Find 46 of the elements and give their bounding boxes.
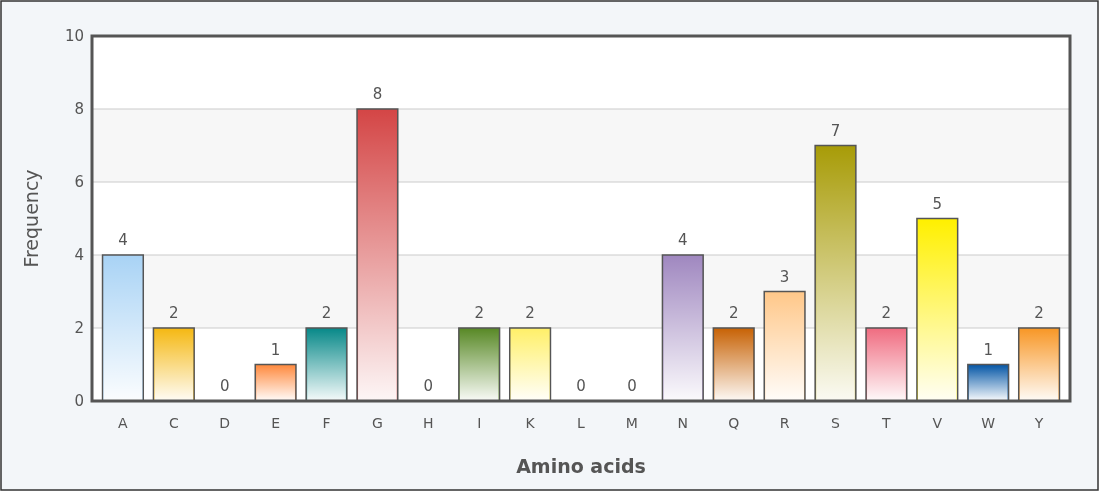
x-tick-label: I [477,415,482,431]
y-tick-label: 4 [74,246,84,265]
data-label: 2 [321,304,332,322]
data-label: 2 [525,304,535,322]
x-tick-label: V [932,415,943,431]
data-label: 0 [627,377,637,395]
x-tick-label: W [981,415,996,431]
data-label: 8 [372,85,383,103]
y-tick-label: 0 [74,392,84,411]
x-tick-label: N [677,415,689,431]
data-label: 2 [474,304,484,322]
x-tick-label: G [371,415,383,431]
x-tick-label: S [831,415,841,431]
y-tick-label: 10 [64,27,84,46]
data-label: 0 [576,377,586,395]
x-tick-label: K [525,415,536,431]
data-label: 0 [423,377,434,395]
x-tick-label: R [779,415,790,431]
data-label: 2 [881,304,892,322]
data-label: 3 [779,267,790,286]
x-tick-label: D [219,415,231,431]
data-label: 5 [932,194,943,213]
x-tick-label: F [322,415,331,431]
y-tick-label: 8 [74,100,84,119]
data-label: 7 [830,121,841,140]
data-label: 2 [1034,304,1044,322]
y-tick-label: 6 [74,173,84,192]
x-tick-label: A [118,415,129,431]
x-tick-label: L [577,415,586,431]
data-label: 4 [678,231,688,249]
x-tick-label: Y [1033,415,1044,431]
x-tick-label: H [423,415,434,431]
x-tick-label: T [881,415,892,431]
y-axis-title: Frequency [20,169,42,268]
x-tick-label: E [271,415,281,431]
data-label: 1 [270,340,281,359]
data-label: 4 [118,231,128,249]
data-label: 2 [169,304,179,322]
x-tick-label: Q [728,415,740,431]
data-label: 2 [728,304,739,322]
x-tick-label: M [625,415,638,431]
data-label: 1 [983,340,993,359]
y-tick-label: 2 [74,319,84,338]
data-label: 0 [219,377,230,395]
x-axis-title: Amino acids [516,455,646,477]
x-tick-label: C [168,415,179,431]
